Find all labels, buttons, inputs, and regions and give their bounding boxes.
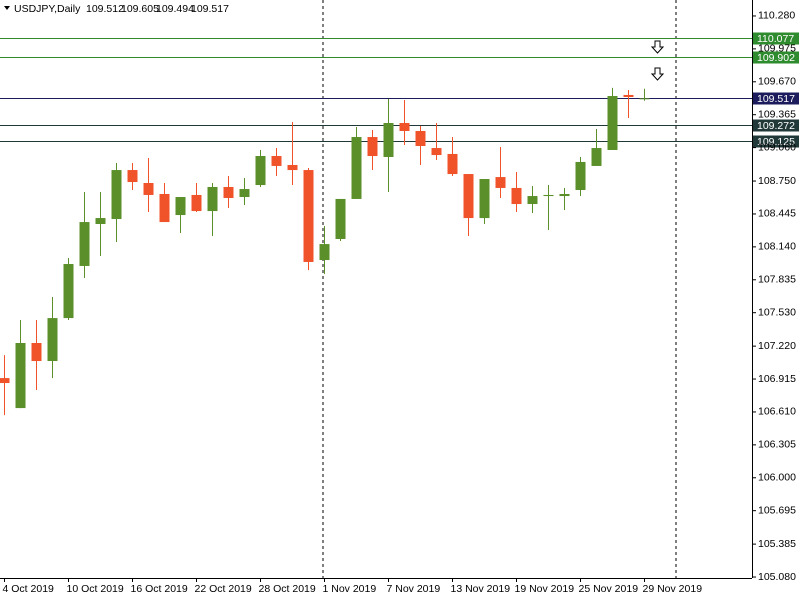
y-tick-label: 105.080 bbox=[758, 571, 796, 583]
x-tick-label: 13 Nov 2019 bbox=[451, 583, 511, 595]
candle-body bbox=[175, 197, 186, 216]
candle-body bbox=[0, 378, 10, 384]
candle-body bbox=[303, 170, 314, 262]
candle-body bbox=[431, 148, 442, 156]
y-tick-label: 107.530 bbox=[758, 306, 796, 318]
x-tick-label: 19 Nov 2019 bbox=[515, 583, 575, 595]
y-tick-label: 110.280 bbox=[758, 10, 795, 22]
candle-body bbox=[399, 123, 410, 131]
candle-body bbox=[79, 222, 90, 266]
sell-arrow bbox=[650, 67, 665, 81]
candle-body bbox=[95, 218, 106, 224]
y-tick-label: 108.445 bbox=[758, 208, 796, 220]
x-tick-label: 1 Nov 2019 bbox=[323, 583, 377, 595]
candle-body bbox=[239, 189, 250, 198]
symbol-title: USDJPY,Daily bbox=[14, 3, 81, 15]
y-tick-label: 105.695 bbox=[758, 504, 796, 516]
y-tick-label: 109.975 bbox=[758, 43, 796, 55]
candle-body bbox=[15, 343, 26, 409]
sell-arrow bbox=[650, 40, 665, 54]
y-tick-label: 106.915 bbox=[758, 373, 796, 385]
x-tick-label: 25 Nov 2019 bbox=[579, 583, 639, 595]
y-tick-label: 109.060 bbox=[758, 141, 796, 153]
y-tick-label: 105.385 bbox=[758, 538, 796, 550]
level-label: 109.902 bbox=[757, 52, 795, 64]
candle-body bbox=[511, 187, 522, 205]
y-tick-label: 106.610 bbox=[758, 406, 796, 418]
level-label: 109.517 bbox=[757, 93, 795, 105]
candle-body bbox=[271, 156, 282, 166]
candle-body bbox=[31, 343, 42, 362]
candle-body bbox=[319, 244, 330, 261]
candle-body bbox=[415, 130, 426, 146]
candle-body bbox=[463, 174, 474, 219]
level-label-box bbox=[753, 32, 799, 45]
candle-body bbox=[623, 94, 634, 97]
candle-body bbox=[527, 196, 538, 205]
candle-body bbox=[127, 170, 138, 183]
y-tick-label: 107.835 bbox=[758, 274, 796, 286]
candle-body bbox=[607, 96, 618, 150]
y-tick-label: 109.365 bbox=[758, 108, 796, 120]
header-low: 109.494 bbox=[156, 3, 194, 15]
candle-body bbox=[63, 264, 74, 319]
candle-body bbox=[479, 178, 490, 219]
levels: 110.077 109.902 109.517 109.272 109.125 bbox=[0, 32, 799, 148]
candle-body bbox=[111, 170, 122, 220]
level-label: 109.272 bbox=[757, 120, 795, 132]
candle-body bbox=[351, 137, 362, 199]
candle-body bbox=[575, 161, 586, 191]
level-label: 110.077 bbox=[757, 33, 794, 45]
x-tick-label: 22 Oct 2019 bbox=[195, 583, 252, 595]
header-close: 109.517 bbox=[191, 3, 229, 15]
level-label: 109.125 bbox=[757, 136, 795, 148]
candle-body bbox=[255, 156, 266, 186]
level-label-box bbox=[753, 135, 799, 148]
level-label-box bbox=[753, 119, 799, 132]
y-tick-label: 108.750 bbox=[758, 175, 796, 187]
candle-body bbox=[47, 318, 58, 362]
header-open: 109.512 bbox=[86, 3, 124, 15]
candle-body bbox=[143, 182, 154, 195]
candle-body bbox=[447, 153, 458, 175]
x-tick-label: 29 Nov 2019 bbox=[643, 583, 703, 595]
x-tick-label: 28 Oct 2019 bbox=[259, 583, 316, 595]
x-tick-label: 16 Oct 2019 bbox=[131, 583, 188, 595]
candle-body bbox=[559, 193, 570, 197]
candle-body bbox=[335, 198, 346, 239]
candle-body bbox=[223, 186, 234, 198]
candle-body bbox=[159, 193, 170, 223]
y-tick-label: 108.140 bbox=[758, 241, 796, 253]
level-label-box bbox=[753, 92, 799, 105]
candle-body bbox=[639, 98, 650, 100]
candle-body bbox=[191, 194, 202, 212]
level-label-box bbox=[753, 51, 799, 64]
y-tick-label: 106.305 bbox=[758, 439, 796, 451]
header-icon bbox=[4, 6, 10, 10]
y-tick-label: 107.220 bbox=[758, 340, 796, 352]
candle-body bbox=[367, 137, 378, 157]
x-tick-label: 10 Oct 2019 bbox=[67, 583, 124, 595]
candle-body bbox=[207, 186, 218, 212]
candle-body bbox=[287, 164, 298, 171]
candle-body bbox=[495, 177, 506, 188]
y-tick-label: 106.000 bbox=[758, 472, 796, 484]
candle-body bbox=[543, 194, 554, 197]
candle-body bbox=[383, 123, 394, 157]
candle-body bbox=[591, 148, 602, 166]
header-high: 109.605 bbox=[121, 3, 159, 15]
x-tick-label: 7 Nov 2019 bbox=[387, 583, 441, 595]
y-tick-label: 109.670 bbox=[758, 76, 796, 88]
x-tick-label: 4 Oct 2019 bbox=[3, 583, 55, 595]
